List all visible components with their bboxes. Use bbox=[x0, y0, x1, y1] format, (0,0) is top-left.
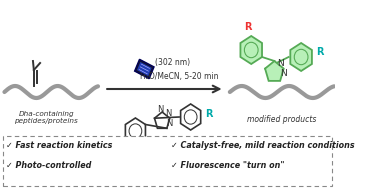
Text: N: N bbox=[280, 70, 287, 78]
FancyArrowPatch shape bbox=[107, 86, 220, 92]
Polygon shape bbox=[135, 59, 154, 79]
Text: N: N bbox=[166, 119, 173, 128]
Polygon shape bbox=[137, 62, 152, 76]
Text: N: N bbox=[157, 105, 164, 114]
Text: modified products: modified products bbox=[247, 115, 316, 124]
Polygon shape bbox=[290, 43, 312, 71]
Text: N: N bbox=[277, 60, 284, 68]
Text: N: N bbox=[165, 108, 171, 118]
Text: ✓ Catalyst-free, mild reaction conditions: ✓ Catalyst-free, mild reaction condition… bbox=[171, 140, 355, 149]
FancyBboxPatch shape bbox=[3, 136, 332, 186]
Text: R: R bbox=[316, 47, 324, 57]
Text: R: R bbox=[244, 22, 252, 32]
Text: (302 nm): (302 nm) bbox=[155, 57, 190, 67]
Text: R: R bbox=[205, 109, 212, 119]
Text: R: R bbox=[127, 148, 135, 158]
Text: Dha-containing
peptides/proteins: Dha-containing peptides/proteins bbox=[14, 111, 78, 124]
Text: ✓ Photo-controlled: ✓ Photo-controlled bbox=[6, 160, 92, 170]
Polygon shape bbox=[265, 61, 284, 81]
Text: ✓ Fluorescence "turn on": ✓ Fluorescence "turn on" bbox=[171, 160, 285, 170]
Polygon shape bbox=[240, 36, 262, 64]
Text: ✓ Fast reaction kinetics: ✓ Fast reaction kinetics bbox=[6, 140, 112, 149]
Text: H₂O/MeCN, 5-20 min: H₂O/MeCN, 5-20 min bbox=[140, 71, 218, 81]
